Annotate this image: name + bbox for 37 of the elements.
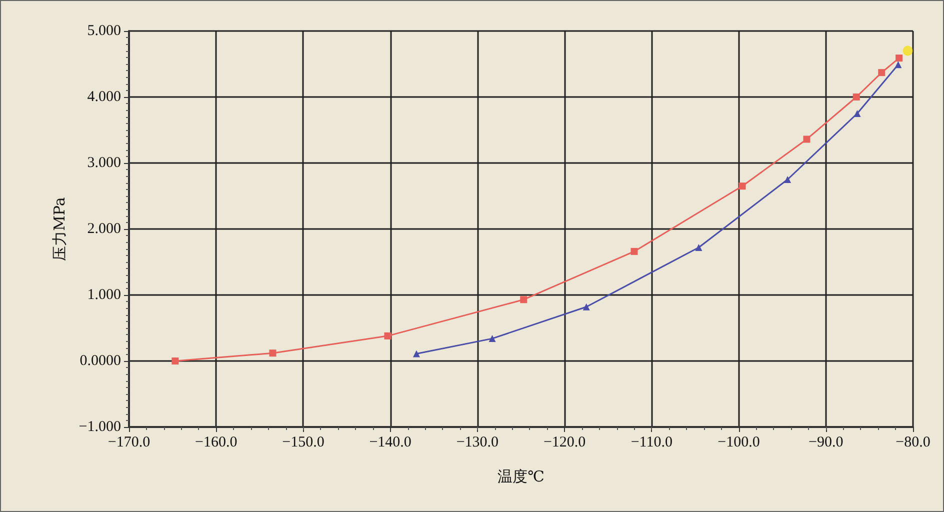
x-tick-label: −130.0	[456, 434, 499, 450]
x-tick-label: −140.0	[369, 434, 412, 450]
point	[384, 332, 392, 340]
point	[172, 358, 179, 364]
point	[488, 335, 496, 342]
point	[803, 136, 810, 143]
point	[582, 303, 590, 310]
point	[894, 61, 902, 68]
x-tick-label: −170.0	[108, 434, 150, 450]
point	[854, 110, 861, 117]
y-tick-label: 4.000	[87, 89, 121, 105]
point	[896, 54, 903, 62]
x-tick-label: −100.0	[718, 434, 760, 450]
point	[784, 176, 792, 183]
point	[412, 350, 420, 358]
x-tick-label: −160.0	[195, 434, 238, 450]
y-tick-label: 3.000	[87, 155, 121, 171]
point	[520, 296, 528, 304]
y-tick-label: 0.0000	[80, 353, 121, 369]
point	[269, 350, 276, 357]
x-tick-label: −120.0	[543, 434, 586, 450]
y-tick-label: 5.000	[87, 23, 121, 39]
x-axis-title: 温度℃	[498, 468, 544, 486]
y-tick-label: 1.000	[87, 287, 121, 303]
y-axis-title: 压力MPa	[50, 197, 68, 261]
point	[902, 46, 913, 56]
y-tick-label: −1.000	[78, 419, 121, 435]
x-tick-label: −80.0	[896, 434, 930, 450]
point	[630, 248, 638, 255]
y-tick-label: 2.000	[87, 221, 121, 237]
point	[695, 244, 702, 251]
point	[738, 182, 746, 190]
x-tick-label: −150.0	[282, 434, 324, 450]
x-tick-label: −90.0	[808, 434, 844, 450]
x-tick-label: −110.0	[630, 434, 672, 450]
point	[878, 69, 886, 76]
point	[852, 94, 860, 100]
